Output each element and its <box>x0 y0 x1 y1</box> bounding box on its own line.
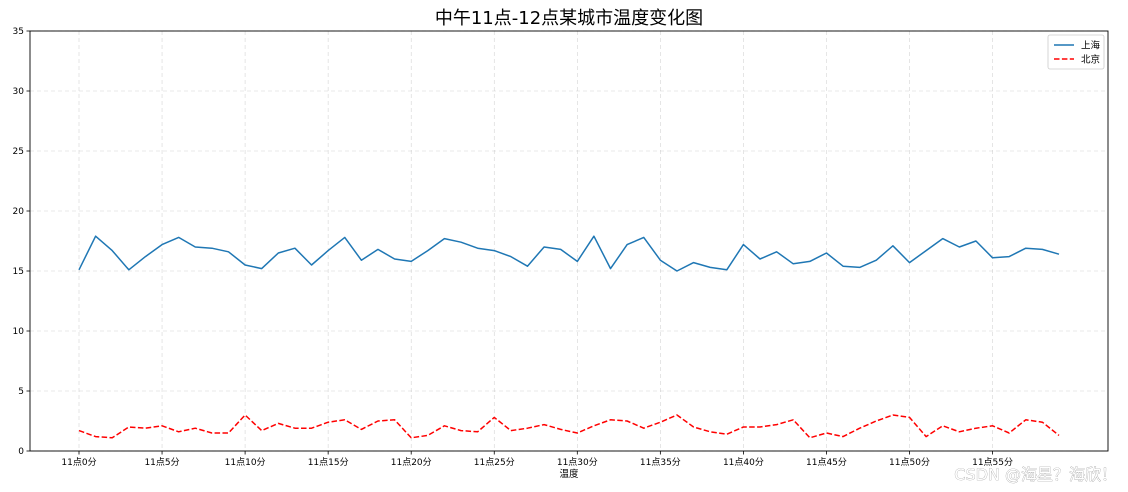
x-tick-label: 11点30分 <box>557 457 598 468</box>
y-tick-label: 25 <box>13 147 24 157</box>
x-tick-label: 11点35分 <box>640 457 681 468</box>
legend: 上海 北京 <box>1047 34 1105 70</box>
x-tick-label: 11点45分 <box>806 457 847 468</box>
x-axis-ticks: 11点0分 11点5分 11点10分 11点15分 11点20分 11点25分 11点30分… <box>61 451 1013 468</box>
chart-title: 中午11点-12点某城市温度变化图 <box>435 8 703 29</box>
legend-label-shanghai: 上海 <box>1081 40 1101 52</box>
y-tick-label: 20 <box>13 207 25 217</box>
y-tick-label: 0 <box>18 447 24 457</box>
x-tick-label: 11点0分 <box>61 457 96 468</box>
watermark-text: CSDN @海星？海欣！ <box>954 465 1117 484</box>
series-line-0 <box>78 235 1060 272</box>
x-tick-label: 11点50分 <box>889 457 930 468</box>
x-tick-label: 11点40分 <box>723 457 764 468</box>
x-tick-label: 11点5分 <box>144 457 179 468</box>
y-tick-label: 10 <box>13 327 25 337</box>
x-tick-label: 11点15分 <box>308 457 349 468</box>
y-tick-label: 30 <box>13 87 25 97</box>
y-tick-label: 35 <box>13 27 24 37</box>
x-tick-label: 11点20分 <box>391 457 432 468</box>
x-axis-label: 温度 <box>559 468 579 480</box>
legend-label-beijing: 北京 <box>1081 54 1100 66</box>
y-tick-label: 15 <box>13 267 24 277</box>
x-tick-label: 11点10分 <box>225 457 266 468</box>
x-tick-label: 11点55分 <box>972 457 1013 468</box>
plot-area-frame <box>29 30 1109 452</box>
legend-box <box>1047 34 1105 70</box>
y-tick-label: 5 <box>18 387 24 397</box>
series-line-1 <box>78 414 1060 439</box>
x-tick-label: 11点25分 <box>474 457 515 468</box>
series-lines <box>78 235 1060 439</box>
y-axis-ticks: 0 5 10 15 20 25 30 35 <box>13 27 30 457</box>
